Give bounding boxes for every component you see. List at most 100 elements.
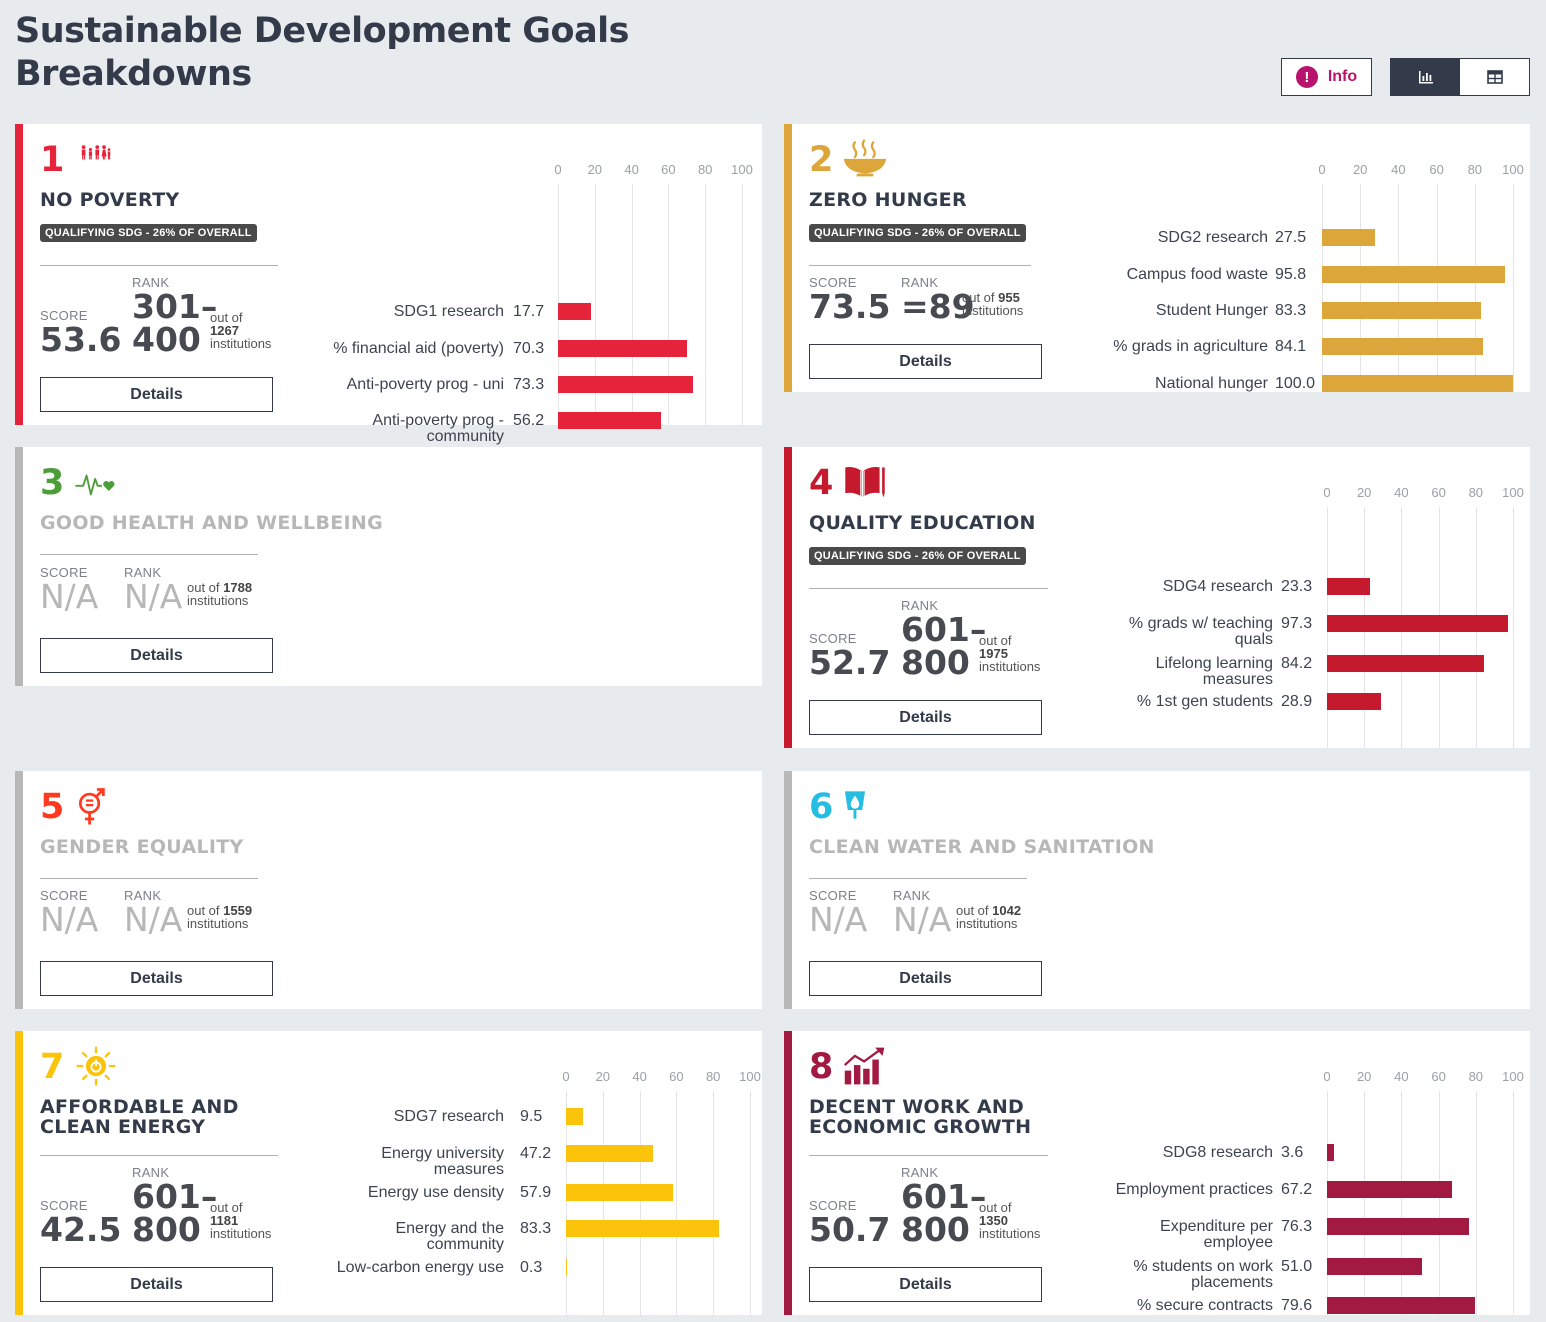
- chart-gridline: [1401, 1091, 1403, 1315]
- details-button[interactable]: Details: [809, 344, 1042, 379]
- indicator-value: 83.3: [1275, 302, 1307, 319]
- growth-chart-icon: [843, 1047, 885, 1085]
- chart-gridline: [1364, 1091, 1366, 1315]
- institutions-text: institutions: [962, 303, 1024, 318]
- axis-tick-label: 0: [1323, 1069, 1331, 1084]
- indicator-label-line: Lifelong learning: [1155, 655, 1273, 672]
- info-button-label: Info: [1327, 68, 1358, 85]
- chart-view-button[interactable]: [1391, 59, 1460, 95]
- rank-value-line: 800: [901, 643, 970, 682]
- chart-gridline: [1513, 507, 1514, 748]
- chart-gridline: [750, 1091, 751, 1315]
- sdg-title-line: AFFORDABLE AND: [40, 1096, 239, 1118]
- details-button[interactable]: Details: [40, 377, 273, 412]
- sdg-title-line: DECENT WORK AND: [809, 1096, 1025, 1118]
- indicator-label-line: SDG1 research: [393, 303, 504, 320]
- sdg-title: AFFORDABLE AND CLEAN ENERGY: [40, 1097, 239, 1137]
- sdg-number: 3: [40, 463, 65, 503]
- institutions-text: institutions: [210, 1226, 272, 1241]
- indicator-value: 76.3: [1281, 1218, 1313, 1235]
- out-of-text: out of: [979, 1200, 1012, 1215]
- sdg-card-zero-hunger: 2 ZERO HUNGER QUALIFYING SDG - 26% OF OV…: [784, 124, 1530, 392]
- indicator-label: Energy university measures: [23, 1146, 504, 1178]
- indicator-label-line: placements: [1191, 1274, 1273, 1291]
- rank-label: RANK: [901, 598, 939, 613]
- rank-value-line: 601–: [132, 1177, 218, 1216]
- total-institutions: 1042: [992, 903, 1022, 918]
- divider: [809, 1155, 1048, 1156]
- chart-gridline: [1474, 184, 1476, 392]
- sdg-card-good-health: 3 GOOD HEALTH AND WELLBEING SCORE N/A RA…: [15, 447, 762, 686]
- indicator-label: SDG7 research: [23, 1109, 504, 1125]
- indicator-label-line: % financial aid (poverty): [333, 340, 504, 357]
- indicator-label: Anti-poverty prog - uni: [23, 377, 504, 393]
- indicator-value: 51.0: [1281, 1258, 1313, 1275]
- indicator-bar: [566, 1259, 567, 1276]
- indicator-chart: 0 20 40 60 80 100 SDG8 research 3.6 Employment p…: [792, 1069, 1538, 1315]
- rank-value: 601– 800: [901, 1180, 986, 1246]
- page-title-line-1: Sustainable Development Goals: [15, 11, 630, 51]
- axis-tick-label: 0: [1318, 162, 1326, 177]
- sdg-title-line: ZERO HUNGER: [809, 189, 967, 211]
- water-drop-glass-icon: [844, 791, 866, 819]
- rank-value: N/A: [893, 903, 951, 936]
- indicator-label-line: Expenditure per: [1160, 1218, 1273, 1235]
- divider: [809, 878, 1027, 879]
- indicator-bar: [1327, 1297, 1476, 1314]
- chart-gridline: [676, 1091, 678, 1315]
- details-button[interactable]: Details: [40, 638, 273, 673]
- indicator-value: 97.3: [1281, 615, 1313, 632]
- indicator-bar: [1322, 229, 1375, 246]
- qualifying-badge: QUALIFYING SDG - 26% OF OVERALL: [809, 224, 1026, 242]
- score-value: 73.5: [809, 287, 891, 326]
- sdg-title: ZERO HUNGER: [809, 190, 967, 210]
- indicator-bar: [566, 1145, 653, 1162]
- details-button[interactable]: Details: [40, 961, 273, 996]
- indicator-label-line: Employment practices: [1115, 1181, 1273, 1198]
- details-button[interactable]: Details: [809, 961, 1042, 996]
- indicator-label: % grads in agriculture: [792, 339, 1268, 355]
- sdg-number: 6: [809, 787, 834, 827]
- details-button[interactable]: Details: [809, 1267, 1042, 1302]
- indicator-label: Campus food waste: [792, 267, 1268, 283]
- sdg-title-line: GENDER EQUALITY: [40, 836, 244, 858]
- rank-out-of: out of 1181 institutions: [210, 1201, 271, 1240]
- rank-value-line: N/A: [124, 577, 183, 616]
- total-institutions: 1788: [223, 580, 253, 595]
- rank-label: RANK: [132, 275, 170, 290]
- axis-tick-label: 40: [1394, 485, 1409, 500]
- sdg-title: DECENT WORK AND ECONOMIC GROWTH: [809, 1097, 1031, 1137]
- rank-value-line: =89: [901, 287, 975, 326]
- indicator-label: % students on work placements: [792, 1259, 1273, 1291]
- exclamation-icon: !: [1295, 66, 1318, 88]
- table-view-button[interactable]: [1460, 59, 1529, 95]
- indicator-bar: [1322, 375, 1513, 392]
- indicator-bar: [566, 1184, 673, 1201]
- indicator-value: 56.2: [513, 412, 545, 429]
- qualifying-badge: QUALIFYING SDG - 26% OF OVERALL: [809, 547, 1026, 565]
- rank-value-line: N/A: [124, 900, 183, 939]
- indicator-value: 57.9: [520, 1184, 552, 1201]
- score-value: N/A: [40, 577, 99, 616]
- indicator-label-line: Campus food waste: [1126, 266, 1268, 283]
- indicator-label-line: % secure contracts: [1136, 1297, 1273, 1314]
- indicator-bar: [1327, 1258, 1422, 1275]
- indicator-label-line: SDG7 research: [393, 1108, 504, 1125]
- indicator-label: % 1st gen students: [792, 694, 1273, 710]
- rank-out-of: out of 1267 institutions: [210, 311, 271, 350]
- total-institutions: 955: [998, 290, 1020, 305]
- indicator-label: SDG1 research: [23, 304, 504, 320]
- chart-gridline: [1436, 184, 1438, 392]
- sdg-number: 1: [40, 140, 65, 180]
- indicator-value: 27.5: [1275, 229, 1307, 246]
- sdg-card-clean-water: 6 CLEAN WATER AND SANITATION SCORE N/A R…: [784, 771, 1530, 1009]
- indicator-chart: 0 20 40 60 80 100 SDG2 research 27.5 Campus food…: [792, 162, 1538, 392]
- indicator-label: Lifelong learning measures: [792, 656, 1273, 688]
- rank-value-line: 400: [132, 320, 201, 359]
- details-button[interactable]: Details: [809, 700, 1042, 735]
- rank-value: N/A: [124, 903, 182, 936]
- bar-chart-icon: [1418, 71, 1433, 84]
- info-button[interactable]: ! Info: [1281, 58, 1372, 96]
- details-button[interactable]: Details: [40, 1267, 273, 1302]
- axis-tick-label: 60: [669, 1069, 684, 1084]
